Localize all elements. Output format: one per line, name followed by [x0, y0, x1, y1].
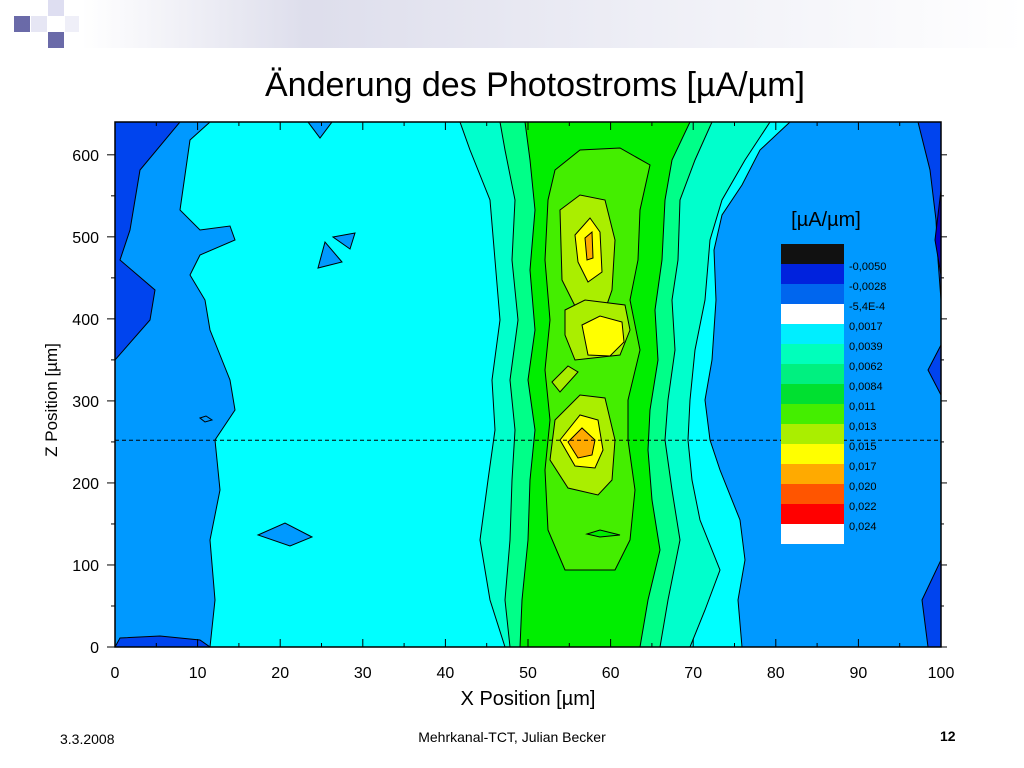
contour-island-4 [256, 522, 314, 547]
legend-swatch [781, 504, 844, 524]
footer-center-text: Mehrkanal-TCT, Julian Becker [418, 729, 606, 745]
contour-island-3 [198, 415, 214, 423]
contour-right-navy [934, 189, 941, 276]
legend-label: -0,0050 [849, 261, 886, 273]
contour-plot-area [115, 122, 941, 647]
legend-label: 0,0062 [849, 361, 883, 373]
header-square-dark2 [48, 32, 64, 48]
legend-swatch [781, 464, 844, 484]
colorbar-legend: [µA/µm] -0,0050 -0,0028 -5,4E-4 0,0017 0,0039… [781, 209, 886, 544]
legend-label: 0,011 [849, 401, 876, 413]
x-tick-label: 30 [354, 665, 372, 682]
x-tick-label: 50 [519, 665, 537, 682]
legend-swatch [781, 424, 844, 444]
x-tick-label: 20 [271, 665, 289, 682]
contour-left-darkblue [115, 122, 181, 361]
legend-swatch [781, 264, 844, 284]
y-tick-label: 100 [72, 558, 99, 575]
contour-level-orange-bottom [567, 427, 596, 459]
y-tick-label: 600 [72, 148, 99, 165]
legend-swatch [781, 484, 844, 504]
contour-right-darkblue-3 [921, 559, 941, 647]
legend-swatch [781, 324, 844, 344]
legend-label: 0,013 [849, 421, 877, 433]
legend-label: -5,4E-4 [849, 301, 885, 313]
legend-label: 0,0017 [849, 321, 883, 333]
legend-label: 0,017 [849, 461, 877, 473]
contour-level-yellow-mid [581, 315, 625, 357]
legend-swatch [781, 344, 844, 364]
legend-swatch [781, 404, 844, 424]
legend-swatch [781, 364, 844, 384]
legend-label: 0,022 [849, 501, 877, 513]
header-gradient-bar [0, 0, 1024, 48]
legend-label: 0,015 [849, 441, 877, 453]
axes-group: 0 10 20 30 40 50 60 70 80 90 100 0 100 200 300 400 500 60… [72, 122, 954, 682]
x-tick-label: 40 [437, 665, 455, 682]
header-square-pale [65, 16, 79, 32]
contour-right-darkblue [917, 122, 941, 301]
legend-label: 0,0039 [849, 341, 883, 353]
x-axis-label: X Position [µm] [461, 688, 596, 710]
y-tick-label: 500 [72, 230, 99, 247]
legend-label: 0,0084 [849, 381, 883, 393]
x-tick-label: 100 [928, 665, 955, 682]
y-tick-label: 200 [72, 476, 99, 493]
legend-label: -0,0028 [849, 281, 886, 293]
x-tick-label: 80 [767, 665, 785, 682]
header-square-light [31, 16, 47, 32]
y-tick-label: 0 [90, 640, 99, 657]
x-tick-label: 90 [850, 665, 868, 682]
x-tick-label: 70 [684, 665, 702, 682]
x-tick-label: 60 [602, 665, 620, 682]
legend-swatch [781, 304, 844, 324]
contour-level-orange-top [584, 230, 594, 261]
contour-island-1 [317, 240, 343, 269]
legend-swatch [781, 444, 844, 464]
x-tick-label: 0 [111, 665, 120, 682]
contour-level-yellowgreen-low [551, 365, 579, 393]
y-axis-label: Z Position [µm] [42, 343, 61, 457]
legend-swatch [781, 244, 844, 264]
legend-swatch [781, 384, 844, 404]
x-tick-label: 10 [189, 665, 207, 682]
contour-island-2 [331, 232, 356, 250]
contour-right-darkblue-2 [927, 344, 941, 396]
legend-label: 0,020 [849, 481, 877, 493]
contour-top-notch [307, 122, 333, 139]
legend-swatch [781, 284, 844, 304]
legend-label: 0,024 [849, 521, 877, 533]
legend-title: [µA/µm] [791, 209, 861, 231]
contour-left-blue [115, 122, 236, 647]
header-square-mid [48, 0, 64, 16]
header-square-dark [14, 16, 30, 32]
legend-swatch [781, 524, 844, 544]
y-tick-label: 400 [72, 312, 99, 329]
page-number: 12 [940, 728, 956, 744]
contour-bottom-darkblue [115, 635, 211, 647]
footer-date: 3.3.2008 [60, 731, 115, 747]
slide-title: Änderung des Photostroms [µA/µm] [265, 66, 805, 104]
y-tick-label: 300 [72, 394, 99, 411]
contour-island-bottom-green [585, 529, 621, 538]
